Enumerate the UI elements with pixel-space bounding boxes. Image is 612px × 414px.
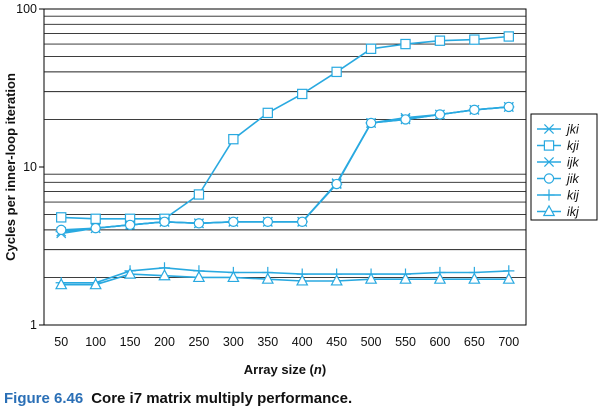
- marker-triangle: [296, 274, 309, 286]
- legend-item-jik: jik: [537, 172, 580, 186]
- marker-square: [434, 35, 446, 46]
- marker-square: [193, 189, 205, 200]
- figure-caption: Figure 6.46 Core i7 matrix multiply perfo…: [4, 390, 352, 407]
- legend-label: ikj: [567, 205, 580, 219]
- legend-label: ijk: [567, 156, 580, 170]
- x-tick-label: 550: [395, 335, 416, 349]
- series-ikj: [55, 267, 515, 290]
- marker-square: [503, 31, 514, 42]
- marker-triangle: [502, 272, 515, 284]
- chart: 1 10 100 50 100 150 200 250 300 350 400 450 500 550 6…: [3, 2, 598, 377]
- legend-label: kij: [567, 189, 580, 203]
- series-line-kij: [61, 266, 509, 284]
- marker-circle: [159, 216, 170, 227]
- marker-triangle: [433, 272, 447, 284]
- marker-circle: [262, 216, 273, 227]
- x-axis: 50 100 150 200 250 300 350 400 450 500 550 600 650 70…: [54, 335, 519, 349]
- marker-circle: [124, 219, 136, 231]
- x-tick-label: 650: [464, 335, 485, 349]
- x-axis-title: Array size (n): [244, 362, 326, 377]
- marker-circle: [400, 114, 411, 125]
- legend-box: [530, 113, 598, 221]
- marker-triangle: [227, 270, 240, 283]
- marker-circle: [56, 224, 67, 236]
- marker-triangle: [261, 272, 274, 284]
- marker-triangle: [542, 204, 556, 217]
- legend-item-ikj: ikj: [537, 204, 580, 219]
- marker-asterisk: [543, 123, 555, 135]
- x-tick-label: 400: [292, 335, 313, 349]
- x-tick-label: 500: [361, 335, 382, 349]
- y-tick-label: 1: [30, 318, 37, 332]
- x-tick-label: 300: [223, 335, 244, 349]
- marker-square: [543, 140, 555, 151]
- x-axis-title-variable: n: [314, 362, 322, 377]
- marker-circle: [297, 216, 308, 227]
- series-group: [55, 31, 515, 290]
- y-axis: 1 10 100: [16, 2, 44, 332]
- legend-item-kji: kji: [537, 139, 580, 153]
- x-tick-label: 450: [326, 335, 347, 349]
- marker-circle: [228, 216, 239, 227]
- series-line-kji: [61, 35, 509, 220]
- marker-circle: [90, 222, 101, 234]
- marker-square: [90, 213, 101, 225]
- marker-circle: [331, 178, 342, 190]
- x-tick-label: 50: [54, 335, 68, 349]
- marker-circle: [469, 104, 480, 116]
- marker-square: [331, 66, 342, 78]
- legend-label: jki: [565, 123, 580, 137]
- marker-x: [543, 156, 555, 168]
- series-jik: [56, 101, 514, 236]
- gridlines: [44, 15, 526, 278]
- marker-triangle: [330, 274, 343, 286]
- marker-square: [297, 88, 308, 100]
- marker-triangle: [89, 277, 102, 290]
- y-axis-title: Cycles per inner-loop iteration: [3, 73, 18, 261]
- legend-item-kij: kij: [537, 189, 580, 203]
- x-tick-label: 150: [120, 335, 141, 349]
- marker-circle: [365, 117, 377, 129]
- marker-triangle: [55, 277, 68, 290]
- x-tick-label: 100: [85, 335, 106, 349]
- marker-square: [365, 43, 377, 54]
- marker-square: [228, 133, 239, 145]
- x-axis-title-prefix: Array size (: [244, 362, 315, 377]
- x-tick-label: 600: [429, 335, 450, 349]
- marker-triangle: [158, 268, 171, 281]
- x-tick-label: 700: [498, 335, 519, 349]
- marker-square: [400, 38, 411, 50]
- x-tick-label: 200: [154, 335, 175, 349]
- series-line-ikj: [61, 273, 509, 286]
- caption-label: Figure 6.46: [4, 390, 84, 407]
- y-tick-label: 10: [23, 160, 37, 174]
- marker-triangle: [123, 267, 137, 279]
- legend-item-ijk: ijk: [537, 156, 580, 170]
- y-tick-label: 100: [16, 2, 37, 16]
- x-tick-label: 250: [188, 335, 209, 349]
- legend: jki kji ijk jik kij ikj: [537, 123, 580, 219]
- marker-triangle: [399, 272, 412, 284]
- marker-circle: [193, 218, 205, 229]
- marker-square: [469, 34, 480, 45]
- caption-text: Core i7 matrix multiply performance.: [91, 390, 353, 407]
- x-tick-label: 350: [257, 335, 278, 349]
- legend-label: jik: [565, 172, 580, 186]
- legend-item-jki: jki: [537, 123, 580, 137]
- marker-triangle: [192, 270, 206, 283]
- marker-circle: [434, 109, 446, 120]
- marker-triangle: [364, 272, 378, 284]
- legend-label: kji: [567, 139, 580, 153]
- series-line-jik: [61, 106, 509, 231]
- marker-circle: [543, 173, 555, 184]
- marker-circle: [503, 101, 514, 113]
- x-axis-title-suffix: ): [322, 362, 326, 377]
- marker-square: [56, 212, 67, 223]
- marker-triangle: [468, 272, 481, 284]
- marker-square: [262, 107, 273, 119]
- marker-plus: [543, 189, 555, 201]
